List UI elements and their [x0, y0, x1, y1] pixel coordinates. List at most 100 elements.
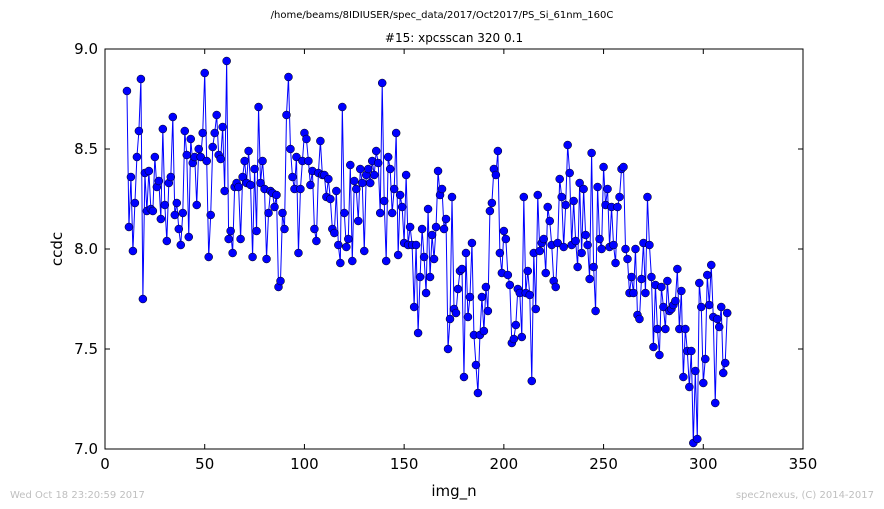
data-point	[681, 324, 690, 334]
x-tick-label: 150	[390, 455, 419, 473]
data-point	[535, 246, 544, 256]
data-point	[340, 208, 349, 218]
data-point	[391, 128, 401, 138]
y-tick-label: 8.0	[74, 240, 98, 258]
data-point	[539, 234, 548, 244]
data-point	[693, 434, 702, 444]
data-point	[218, 122, 227, 132]
data-point	[657, 282, 666, 292]
data-point	[334, 240, 343, 250]
data-point	[611, 258, 620, 268]
data-point	[505, 280, 515, 290]
data-point	[409, 302, 419, 312]
data-point	[208, 142, 217, 152]
data-point	[324, 174, 333, 184]
data-point	[485, 206, 495, 216]
data-point	[527, 376, 537, 386]
data-point	[714, 322, 724, 332]
data-point	[645, 240, 654, 250]
data-point	[202, 156, 211, 166]
data-point	[419, 252, 429, 262]
data-point	[603, 184, 612, 194]
data-point	[722, 308, 732, 318]
data-point	[443, 344, 453, 354]
data-point	[124, 222, 134, 232]
data-point	[130, 198, 140, 208]
data-point	[168, 112, 178, 122]
data-point	[312, 236, 321, 246]
data-point	[501, 234, 511, 244]
data-point	[679, 372, 688, 382]
data-point	[144, 166, 154, 176]
data-point	[555, 174, 564, 184]
data-point	[441, 214, 451, 224]
data-point	[423, 204, 433, 214]
data-point	[344, 234, 353, 244]
data-point	[158, 124, 168, 134]
data-point	[180, 126, 190, 136]
data-point	[356, 164, 365, 174]
data-point	[160, 200, 170, 210]
data-point	[272, 190, 281, 200]
data-point	[162, 236, 172, 246]
data-point	[254, 102, 263, 112]
data-point	[585, 274, 594, 284]
data-point	[411, 240, 421, 250]
data-point	[176, 240, 186, 250]
data-point	[258, 156, 267, 166]
data-point	[166, 172, 176, 182]
data-point	[629, 288, 638, 298]
data-point	[228, 248, 237, 258]
data-point	[358, 178, 367, 188]
data-point	[533, 190, 543, 200]
data-point	[553, 238, 562, 248]
data-point	[493, 146, 503, 156]
data-point	[172, 198, 182, 208]
data-point	[595, 234, 604, 244]
data-point	[587, 148, 596, 158]
data-point	[619, 162, 628, 172]
data-point	[453, 284, 463, 294]
data-point	[350, 176, 359, 186]
data-point	[252, 226, 261, 236]
data-point	[222, 56, 231, 66]
data-point	[487, 198, 497, 208]
data-point	[561, 200, 570, 210]
data-point	[316, 136, 325, 146]
data-point	[581, 230, 590, 240]
data-point	[342, 242, 351, 252]
x-tick-label: 350	[789, 455, 818, 473]
data-point	[256, 178, 265, 188]
data-point	[477, 292, 487, 302]
data-point	[597, 244, 606, 254]
data-point	[278, 208, 287, 218]
data-point	[244, 146, 253, 156]
y-tick-label: 7.5	[74, 340, 98, 358]
data-point	[691, 366, 700, 376]
data-point	[519, 192, 529, 202]
data-point	[459, 372, 469, 382]
data-point	[473, 388, 483, 398]
x-tick-label: 50	[195, 455, 214, 473]
data-point	[525, 290, 535, 300]
data-point	[718, 368, 728, 378]
data-point	[338, 102, 347, 112]
data-point	[481, 282, 491, 292]
data-point	[563, 140, 572, 150]
data-point	[371, 146, 381, 156]
data-point	[583, 240, 592, 250]
data-point	[389, 184, 399, 194]
data-point	[156, 214, 166, 224]
x-tick-label: 0	[100, 455, 110, 473]
data-point	[429, 254, 439, 264]
data-point	[383, 152, 393, 162]
data-point	[421, 288, 431, 298]
data-point	[184, 232, 194, 242]
data-point	[565, 168, 574, 178]
data-point	[128, 246, 138, 256]
data-point	[284, 72, 293, 82]
data-point	[433, 166, 443, 176]
data-point	[364, 164, 373, 174]
data-point	[615, 192, 624, 202]
footer-credit: spec2nexus, (C) 2014-2017	[736, 490, 874, 501]
